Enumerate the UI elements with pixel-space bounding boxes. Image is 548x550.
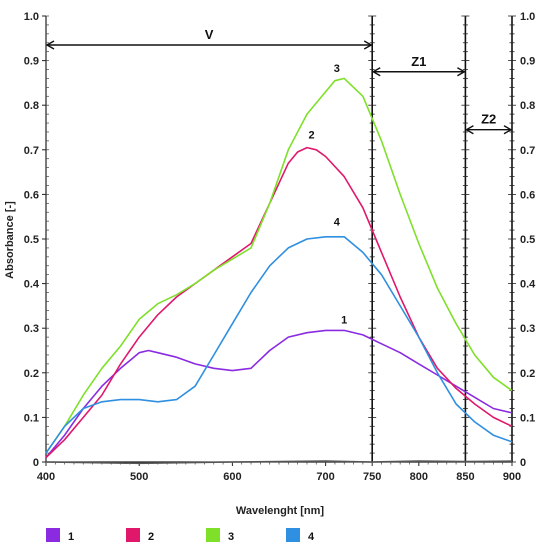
series-label-2: 2 xyxy=(309,130,315,142)
y-tick-label-right: 0.3 xyxy=(520,323,535,335)
series-label-1: 1 xyxy=(341,315,347,327)
series-label-4: 4 xyxy=(334,217,341,229)
y-axis-title: Absorbance [-] xyxy=(4,201,16,279)
legend-label-3: 3 xyxy=(228,531,234,543)
region-label: Z2 xyxy=(481,112,496,127)
y-tick-label-right: 0.8 xyxy=(520,100,535,112)
x-tick-label: 700 xyxy=(316,471,334,483)
region-arrow-head-left xyxy=(45,40,55,50)
legend-swatch-1 xyxy=(46,528,60,542)
legend-swatch-2 xyxy=(126,528,140,542)
y-tick-label: 0.6 xyxy=(24,189,39,201)
series-label-3: 3 xyxy=(334,63,340,75)
x-tick-label: 400 xyxy=(37,471,55,483)
series-layer: 1 2 3 4 xyxy=(45,63,513,465)
legend-label-4: 4 xyxy=(308,531,315,543)
y-tick-label-right: 0.4 xyxy=(520,279,536,291)
series-line-4 xyxy=(45,236,513,454)
series-line-baseline xyxy=(45,460,513,465)
y-tick-label-right: 1.0 xyxy=(520,11,535,23)
y-tick-label-right: 0.5 xyxy=(520,234,535,246)
y-tick-label-right: 0.1 xyxy=(520,412,535,424)
series-line-1 xyxy=(45,329,513,459)
y-tick-label: 0.5 xyxy=(24,234,39,246)
y-tick-label: 0.1 xyxy=(24,412,39,424)
axes-layer: 0 0 0.1 0.1 0.2 0.2 0.3 0.3 0.4 0.4 0.5 0.5 0.6 0.6 0.… xyxy=(24,11,536,483)
y-tick-label: 1.0 xyxy=(24,11,39,23)
y-tick-label-right: 0.6 xyxy=(520,189,535,201)
y-tick-label-right: 0.7 xyxy=(520,145,535,157)
legend-swatch-4 xyxy=(286,528,300,542)
x-tick-label: 850 xyxy=(456,471,474,483)
legend-label-2: 2 xyxy=(148,531,154,543)
y-tick-label: 0.7 xyxy=(24,145,39,157)
y-tick-label-right: 0.9 xyxy=(520,56,535,68)
x-tick-label: 800 xyxy=(410,471,428,483)
series-line-2 xyxy=(45,146,513,459)
legend: 1 2 3 4 xyxy=(46,528,315,543)
x-tick-label: 900 xyxy=(503,471,521,483)
legend-swatch-3 xyxy=(206,528,220,542)
region-label: V xyxy=(205,27,214,42)
y-tick-label-right: 0 xyxy=(520,457,526,469)
region-arrow-head-right xyxy=(363,40,373,50)
region-arrow-head-left xyxy=(371,67,381,77)
series-line-3 xyxy=(45,77,513,454)
y-tick-label: 0.3 xyxy=(24,323,39,335)
y-tick-label-right: 0.2 xyxy=(520,368,535,380)
y-tick-label: 0.2 xyxy=(24,368,39,380)
regions-layer: V Z1 Z2 xyxy=(45,15,516,463)
x-axis-title: Wavelenght [nm] xyxy=(236,505,325,517)
region-arrow-head-right xyxy=(503,125,513,135)
x-tick-label: 500 xyxy=(130,471,148,483)
y-tick-label: 0.4 xyxy=(24,279,40,291)
y-tick-label: 0.8 xyxy=(24,100,39,112)
y-tick-label: 0.9 xyxy=(24,56,39,68)
x-tick-label: 600 xyxy=(223,471,241,483)
legend-label-1: 1 xyxy=(68,531,74,543)
region-label: Z1 xyxy=(411,54,426,69)
y-tick-label: 0 xyxy=(33,457,39,469)
x-tick-label: 750 xyxy=(363,471,381,483)
region-arrow-head-right xyxy=(457,67,466,77)
region-arrow-head-left xyxy=(464,125,474,135)
